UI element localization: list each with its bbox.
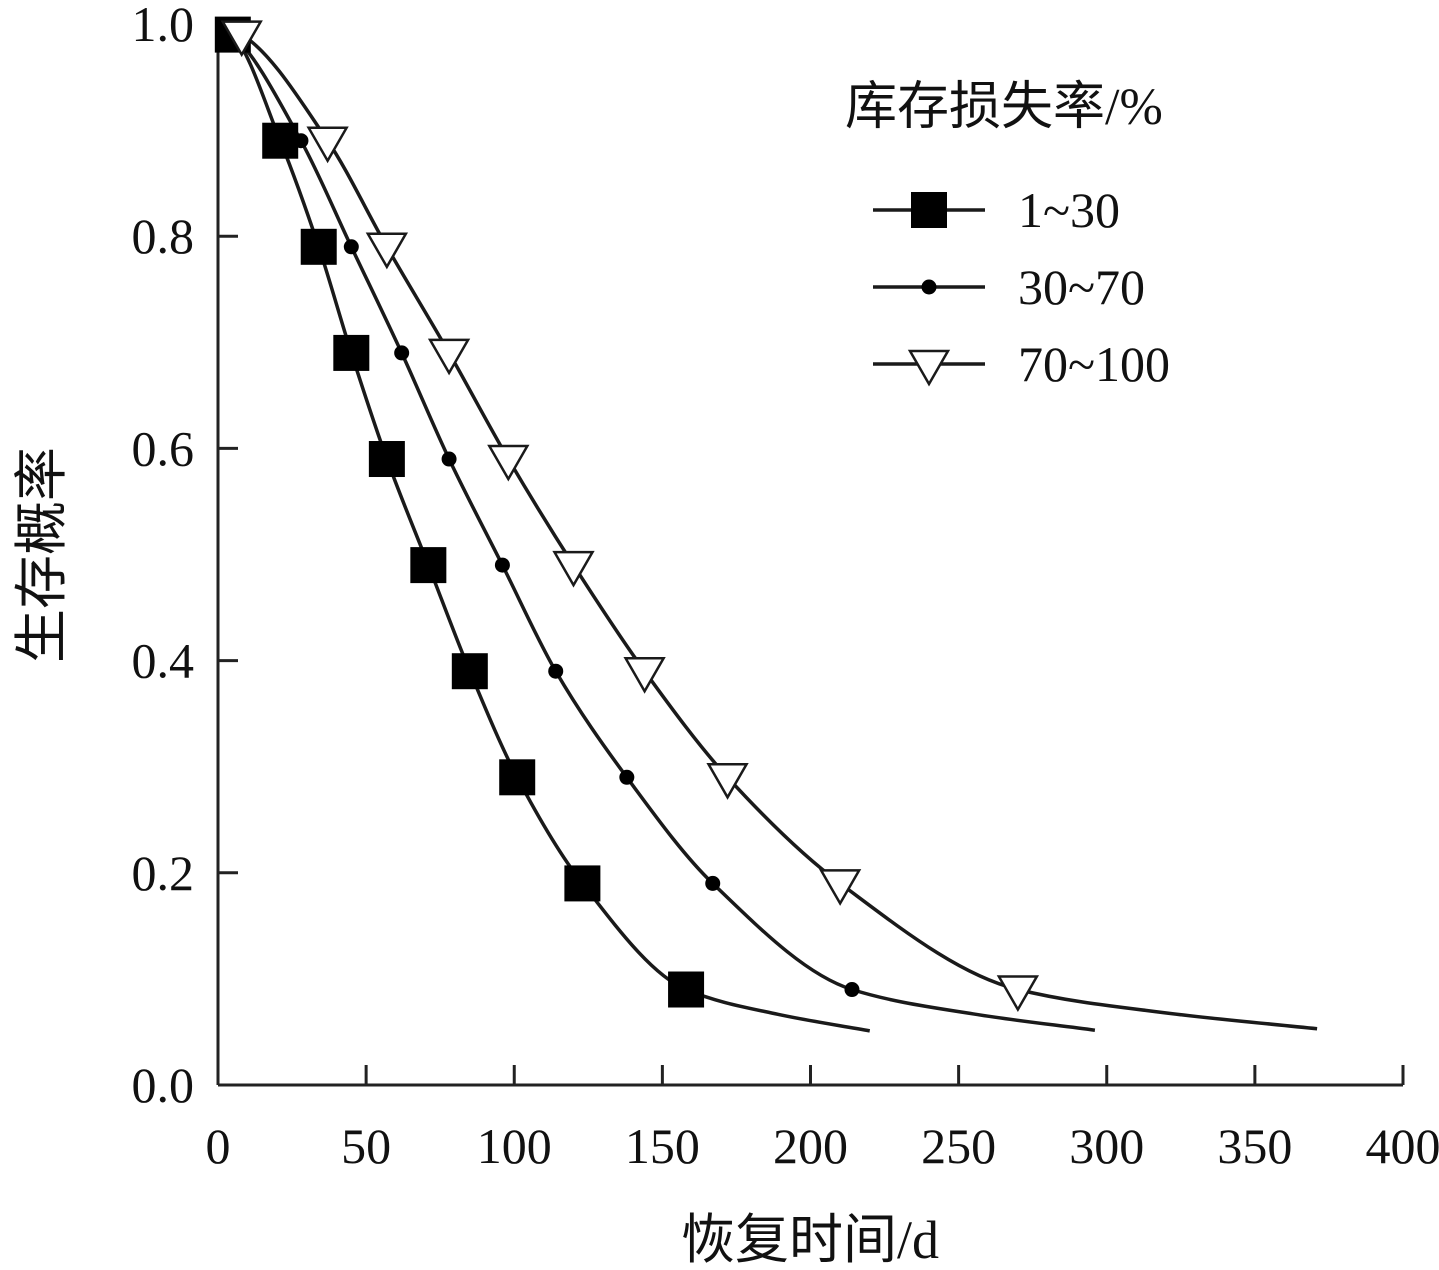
legend-title: 库存损失率/% (845, 79, 1163, 136)
legend-label: 1~30 (1018, 182, 1120, 238)
y-tick-label: 1.0 (132, 0, 195, 52)
series-marker (623, 656, 666, 694)
series-curve (217, 22, 1318, 1031)
series-marker (333, 334, 370, 371)
series-marker (552, 550, 595, 588)
x-tick-label: 0 (206, 1118, 231, 1174)
series-marker (487, 444, 530, 482)
series-marker (410, 547, 447, 584)
series-marker (451, 653, 488, 690)
x-tick-label: 300 (1069, 1118, 1144, 1174)
series-marker (564, 865, 601, 902)
axes (216, 24, 1403, 1087)
series-marker (494, 557, 510, 573)
series-marker (300, 228, 337, 265)
series-marker (262, 122, 299, 159)
series-marker (368, 441, 405, 478)
series-marker (705, 875, 721, 891)
x-tick-label: 150 (625, 1118, 700, 1174)
y-axis-label: 生存概率 (12, 447, 72, 663)
series-marker (427, 338, 471, 376)
series-marker (343, 239, 359, 255)
x-tick-label: 350 (1217, 1118, 1292, 1174)
x-tick-label: 50 (341, 1118, 391, 1174)
series-marker (441, 451, 457, 467)
legend-label: 70~100 (1018, 336, 1170, 392)
y-tick-label: 0.2 (132, 845, 195, 901)
y-tick-label: 0.4 (132, 633, 195, 689)
x-tick-label: 100 (477, 1118, 552, 1174)
series-marker (844, 982, 860, 998)
series-marker (220, 20, 263, 58)
x-tick-label: 400 (1366, 1118, 1439, 1174)
series-marker (293, 133, 309, 149)
x-tick-label: 250 (921, 1118, 996, 1174)
legend: 库存损失率/% 1~30 30~70 70~100 (845, 79, 1170, 392)
series-marker (706, 763, 749, 800)
series-curve (216, 22, 871, 1033)
x-tick-label: 200 (773, 1118, 848, 1174)
y-tick-label: 0.8 (132, 208, 195, 264)
series-marker (996, 975, 1040, 1013)
series-marker (548, 663, 564, 679)
series-marker (619, 769, 635, 785)
series-marker (499, 759, 536, 796)
legend-marker (911, 192, 947, 228)
x-axis-label: 恢复时间/d (681, 1210, 939, 1270)
series-markers (214, 16, 1040, 1013)
series-marker (394, 345, 410, 361)
y-tick-label: 0.6 (132, 420, 195, 476)
series-marker (365, 232, 409, 270)
legend-marker (907, 349, 951, 387)
ticks: 0 50 100 150 200 250 300 350 400 0.0 0.2 0.4 0.6 0.8 1… (132, 0, 1439, 1174)
series-marker (306, 126, 349, 164)
legend-marker (921, 279, 937, 295)
legend-label: 30~70 (1018, 259, 1145, 315)
series-curves (216, 22, 1318, 1033)
y-tick-label: 0.0 (132, 1057, 195, 1113)
series-marker (668, 971, 705, 1008)
series-marker (818, 869, 862, 906)
